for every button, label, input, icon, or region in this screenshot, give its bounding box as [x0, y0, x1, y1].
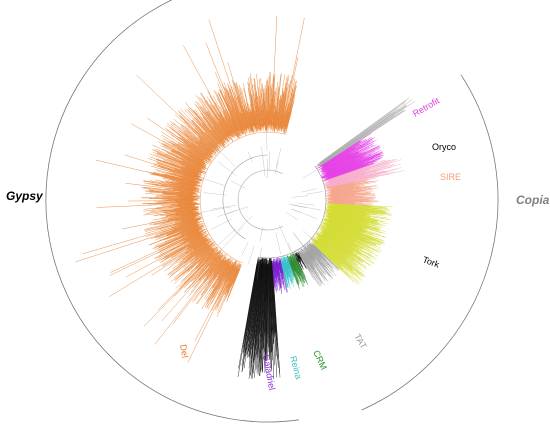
- tree-inner-arc: [199, 131, 286, 264]
- gypsy-arc: [45, 0, 299, 423]
- clade-label-oryco: Oryco: [432, 142, 456, 152]
- clade-branches-del: [75, 16, 305, 363]
- clade-branches-tork: [311, 202, 393, 285]
- clade-branches-sire: [325, 177, 380, 206]
- superfamily-label-copia: Copia: [516, 193, 550, 207]
- clade-label-tat: TAT: [352, 332, 369, 351]
- superfamily-label-gypsy: Gypsy: [6, 189, 44, 203]
- tree-inner-arc: [222, 154, 269, 240]
- clade-branches-galadriel: [272, 257, 288, 295]
- clade-label-sire: SIRE: [440, 172, 461, 182]
- clade-label-reina: Reina: [288, 355, 304, 380]
- clade-label-retrofit: Retrofit: [411, 95, 442, 118]
- clade-branches-reina: [280, 255, 295, 289]
- clade-branches-oryco: [323, 158, 405, 188]
- clade-label-del: Del: [178, 344, 190, 359]
- copia-arc: [361, 74, 499, 411]
- clade-branches-black1: [237, 257, 281, 380]
- clade-label-crm: CRM: [311, 349, 329, 372]
- clade-branches-tat: [297, 240, 340, 287]
- tree-inner-arc: [237, 169, 284, 231]
- clade-branches-grayline: [316, 97, 416, 168]
- clade-label-tork: Tork: [421, 254, 441, 269]
- clade-branches-retrofit: [317, 132, 384, 182]
- tree-inner-arc: [257, 165, 327, 259]
